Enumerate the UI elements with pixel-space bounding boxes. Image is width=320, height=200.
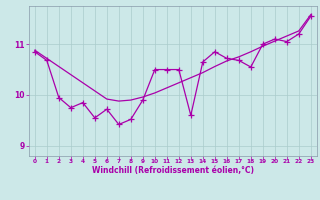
X-axis label: Windchill (Refroidissement éolien,°C): Windchill (Refroidissement éolien,°C)	[92, 166, 254, 175]
